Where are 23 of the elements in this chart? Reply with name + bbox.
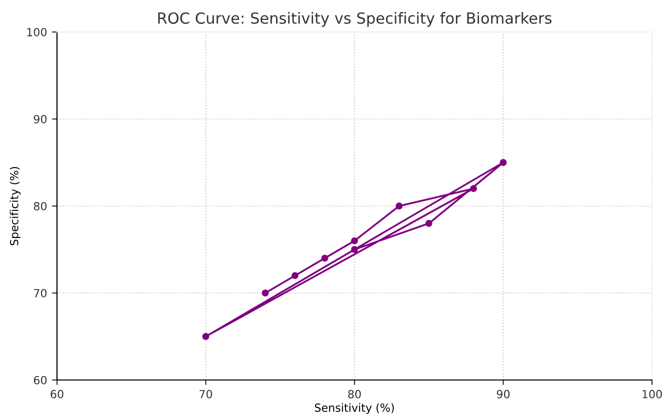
point [351,246,358,253]
point [500,159,507,166]
point [396,202,403,210]
x-tick-label: 90 [496,390,510,398]
point [202,333,210,340]
y-tick-label: 60 [34,376,47,384]
point [470,185,477,192]
y-tick-label: 100 [27,28,47,36]
x-tick-label: 80 [348,390,361,398]
point [321,254,328,262]
y-tick-label: 80 [34,202,47,210]
point [351,237,358,244]
point [262,290,269,296]
point [292,272,298,280]
point [425,220,432,227]
y-axis-title: Specificity (%) [10,166,21,246]
x-axis-title: Sensitivity (%) [314,403,394,414]
x-tick-label: 60 [50,390,64,398]
y-tick-label: 90 [34,114,47,124]
x-tick-label: 70 [200,390,212,398]
y-tick-label: 70 [34,288,47,298]
chart-title: ROC Curve: Sensitivity vs Specificity for Biomarkers [158,12,552,27]
x-tick-label: 100 [642,390,662,398]
